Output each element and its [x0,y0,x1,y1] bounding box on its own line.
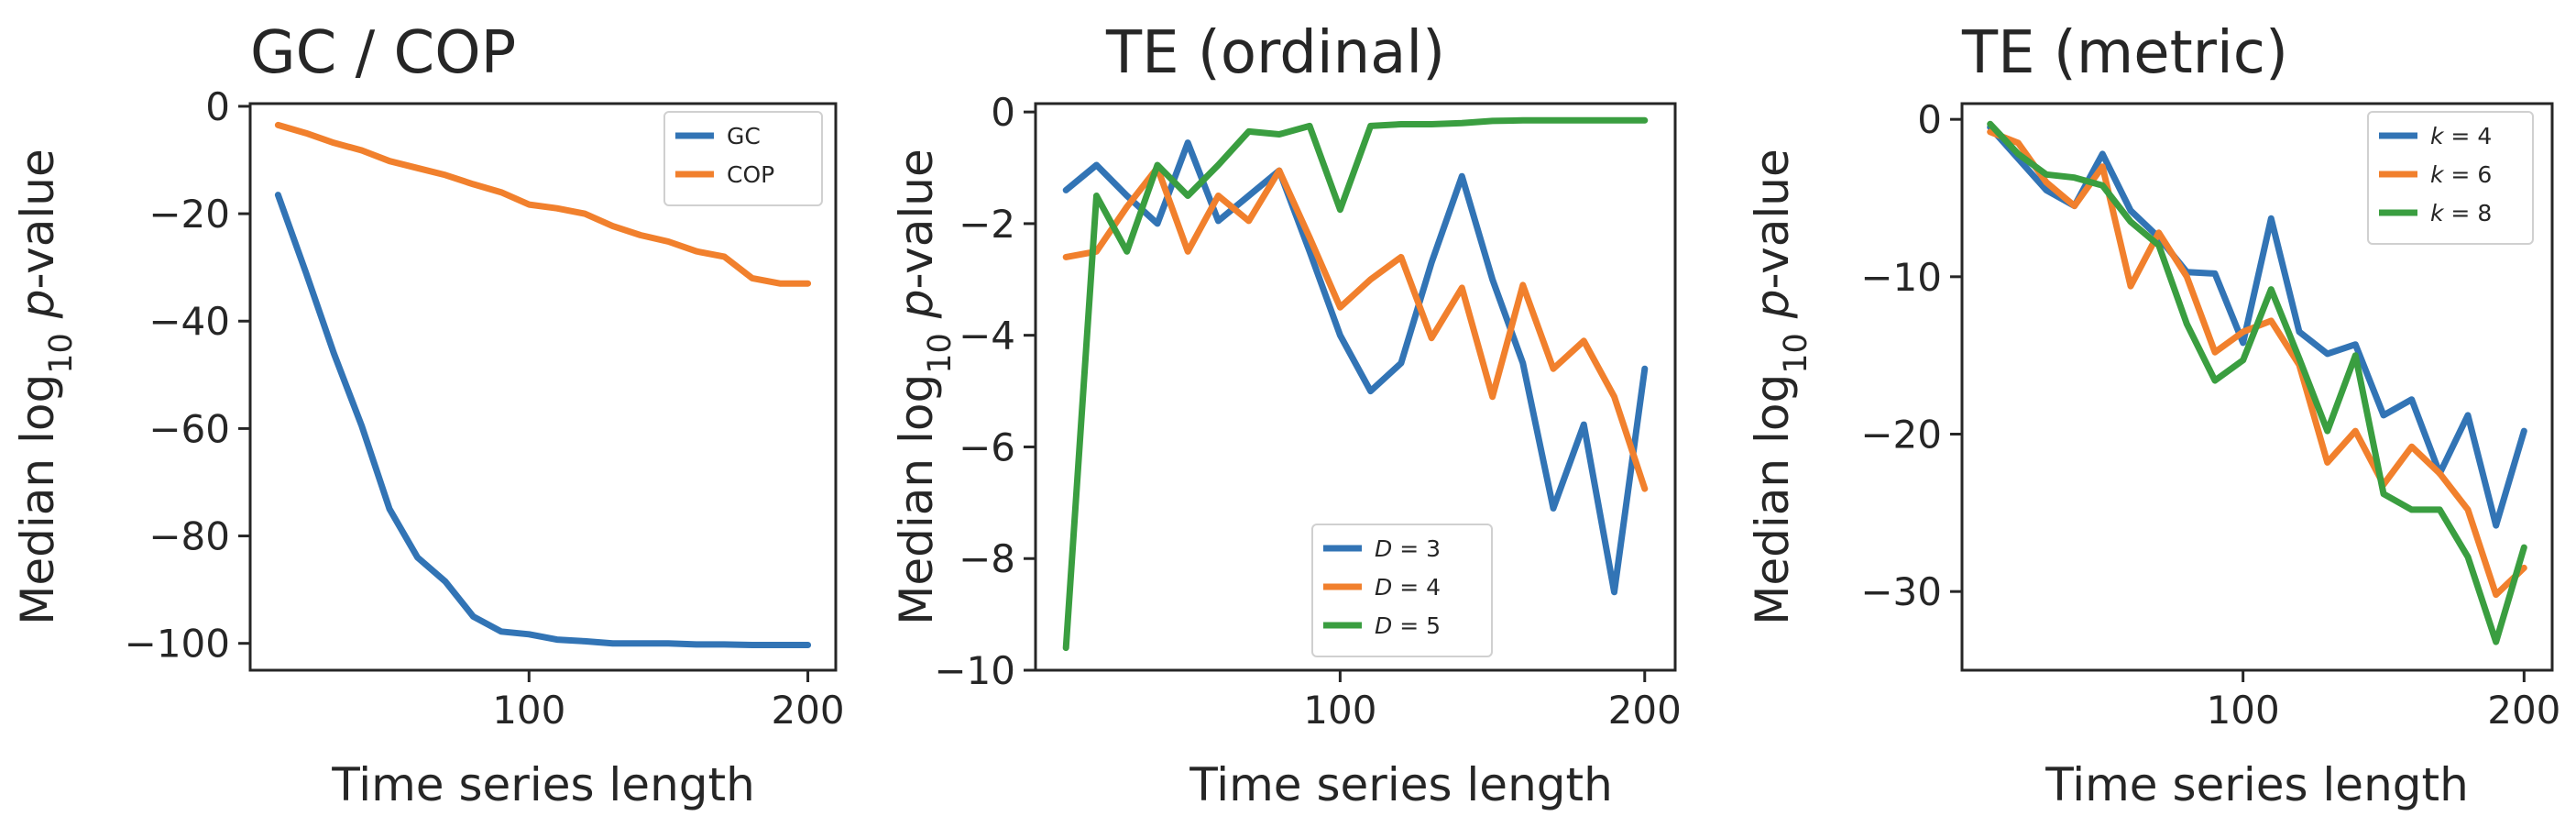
ytick-label: −8 [959,536,1015,581]
panel-te-ordinal: TE (ordinal) Median log10 p-value Time s… [890,19,1682,811]
plot-frame [1034,102,1677,672]
legend-label-COP: COP [727,161,774,188]
xtick-label: 200 [771,688,844,733]
ytick-label: −80 [148,514,230,559]
ytick-label: −10 [1860,255,1942,300]
panel-3-ylabel: Median log10 p-value [1746,149,1814,624]
ytick-label: 0 [205,84,230,129]
ytick-label: −4 [959,314,1015,358]
legend: k = 4 k = 6 k = 8 [2367,111,2534,245]
panel-2-xlabel: Time series length [1189,758,1613,811]
panel-1-ylabel: Median log10 p-value [11,149,80,624]
panel-2-plot: 0 −2 −4 −6 −8 −10 100 200 D = 3 D = 4 D = 5 [934,90,1681,733]
legend-label-D=4: D = 4 [1375,574,1441,601]
legend-label-k=4: k = 4 [2430,123,2492,149]
xtick-label: 100 [492,688,565,733]
ytick-label: −30 [1860,569,1942,614]
ytick-label: −20 [148,192,230,237]
panel-2-title: TE (ordinal) [1105,19,1445,87]
panel-3-xlabel: Time series length [2044,758,2469,811]
panel-2-ylabel: Median log10 p-value [890,149,959,624]
series-line-D=3 [1062,139,1649,596]
ytick-label: 0 [991,90,1015,135]
legend: GC COP [663,111,823,206]
xtick-label: 200 [1608,688,1682,733]
panel-3-plot: 0 −10 −20 −30 100 200 k = 4 k = 6 k = 8 [1860,97,2560,733]
xtick-label: 100 [2207,688,2280,733]
series-line-D=4 [1062,164,1649,492]
xtick-label: 100 [1303,688,1376,733]
series-line-k=8 [1987,120,2527,645]
legend-label-k=6: k = 6 [2430,161,2492,188]
ytick-label: 0 [1917,97,1942,142]
ytick-label: −60 [148,406,230,451]
ytick-label: −6 [959,425,1015,469]
series-line-GC [274,192,812,648]
series-line-COP [274,121,812,287]
legend-label-k=8: k = 8 [2430,200,2492,226]
plot-frame [248,102,838,672]
series-line-D=5 [1062,116,1649,652]
panel-1-title: GC / COP [250,19,516,87]
legend-label-GC: GC [727,123,761,149]
panel-1-plot: 0 −20 −40 −60 −80 −100 100 200 GC COP [125,84,845,733]
ytick-label: −40 [148,299,230,344]
ytick-label: −20 [1860,413,1942,458]
panel-3-title: TE (metric) [1961,19,2288,87]
panel-gc-cop: GC / COP Median log10 p-value Time serie… [11,19,845,811]
legend-label-D=5: D = 5 [1375,612,1441,639]
panel-1-xlabel: Time series length [331,758,755,811]
ytick-label: −10 [934,648,1015,693]
panel-te-metric: TE (metric) Median log10 p-value Time se… [1746,19,2560,811]
legend-label-D=3: D = 3 [1375,535,1441,562]
plot-frame [1960,102,2554,672]
ytick-label: −100 [125,622,230,667]
xtick-label: 200 [2487,688,2560,733]
ytick-label: −2 [959,202,1015,247]
legend: D = 3 D = 4 D = 5 [1311,524,1493,657]
